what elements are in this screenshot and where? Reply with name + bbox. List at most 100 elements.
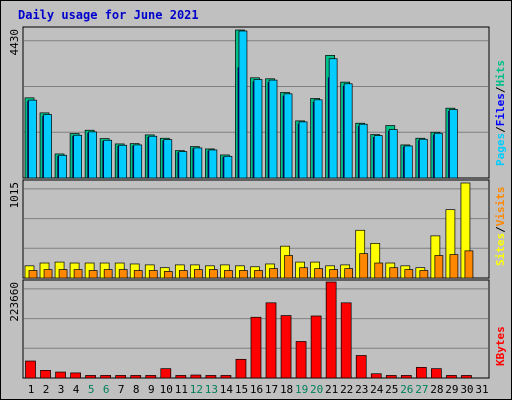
pages-bar-day-10 (163, 139, 173, 179)
pages-bar-day-6 (103, 139, 113, 179)
visits-bar-day-28 (434, 255, 444, 279)
pages-bar-day-15 (238, 30, 248, 179)
x-tick-label-day-2: 2 (43, 383, 50, 396)
pages-bar-day-27 (418, 138, 428, 179)
kbytes-bar-day-28 (431, 368, 442, 379)
panel-3-series-label: KBytes (494, 326, 507, 366)
kbytes-bar-day-27 (415, 367, 427, 379)
visits-bar-day-21 (329, 269, 338, 279)
chart-title: Daily usage for June 2021 (18, 8, 199, 22)
x-tick-label-day-18: 18 (280, 383, 293, 396)
pages-bar-day-22 (343, 83, 353, 179)
visits-bar-day-22 (344, 268, 354, 279)
x-tick-label-day-16: 16 (250, 383, 263, 396)
visits-bar-day-10 (163, 271, 173, 279)
kbytes-bar-day-25 (385, 375, 397, 379)
series-label-part: KBytes (494, 326, 507, 366)
series-label-part: / (494, 126, 507, 133)
series-label-part: / (494, 86, 507, 93)
panel-3-max-label: 223660 (8, 282, 21, 322)
kbytes-bar-day-21 (325, 281, 337, 379)
pages-bar-day-29 (449, 109, 458, 179)
kbytes-bar-day-8 (130, 375, 142, 379)
pages-bar-day-16 (253, 79, 263, 179)
visits-bar-day-25 (389, 267, 399, 279)
x-tick-label-day-13: 13 (205, 383, 218, 396)
visits-bar-day-27 (419, 270, 429, 279)
x-tick-label-day-15: 15 (235, 383, 248, 396)
visits-bar-day-20 (314, 268, 323, 279)
pages-bar-day-13 (208, 149, 218, 179)
visits-bar-day-12 (194, 269, 203, 279)
x-tick-label-day-23: 23 (355, 383, 368, 396)
visits-bar-day-6 (103, 269, 113, 279)
kbytes-bar-day-6 (100, 375, 112, 379)
pages-bar-day-2 (43, 114, 52, 179)
x-tick-label-day-19: 19 (295, 383, 308, 396)
kbytes-bar-day-10 (160, 368, 172, 379)
pages-bar-day-4 (73, 134, 82, 179)
visits-bar-day-1 (28, 270, 38, 279)
pages-bar-day-5 (88, 131, 97, 179)
pages-bar-day-20 (313, 99, 323, 179)
visits-bar-day-24 (374, 262, 384, 279)
visits-bar-day-16 (254, 270, 263, 279)
kbytes-bar-day-19 (295, 341, 307, 379)
kbytes-bar-day-26 (400, 375, 412, 379)
pages-bar-day-26 (403, 145, 413, 179)
panel-1-max-label: 4430 (8, 29, 21, 56)
series-label-part: Files (494, 93, 507, 126)
visits-bar-day-13 (209, 269, 218, 279)
x-tick-label-day-7: 7 (118, 383, 125, 396)
pages-bar-day-19 (298, 121, 308, 179)
x-tick-label-day-14: 14 (220, 383, 234, 396)
kbytes-bar-day-30 (461, 375, 472, 379)
kbytes-bar-day-14 (220, 375, 232, 379)
visits-bar-day-29 (449, 254, 459, 279)
pages-bar-day-24 (373, 135, 383, 179)
pages-bar-day-12 (193, 147, 203, 179)
x-tick-label-day-5: 5 (88, 383, 95, 396)
series-label-part: Visits (494, 187, 507, 227)
x-tick-label-day-4: 4 (73, 383, 80, 396)
kbytes-bar-day-5 (85, 375, 96, 379)
series-label-part: / (494, 226, 507, 233)
visits-bar-day-9 (148, 270, 158, 279)
x-tick-label-day-28: 28 (430, 383, 443, 396)
pages-bar-day-9 (148, 135, 158, 179)
pages-bar-day-21 (328, 58, 338, 179)
pages-bar-day-3 (58, 154, 67, 179)
panel-1-series-label: Pages/Files/Hits (494, 60, 507, 166)
visits-bar-day-18 (284, 255, 293, 279)
x-tick-label-day-26: 26 (400, 383, 413, 396)
visits-bar-day-14 (224, 270, 233, 279)
x-tick-label-day-1: 1 (28, 383, 35, 396)
visits-bar-day-8 (133, 270, 143, 279)
pages-bar-day-23 (358, 123, 368, 179)
kbytes-bar-day-20 (310, 315, 322, 379)
visits-bar-day-26 (404, 269, 414, 279)
x-tick-label-day-29: 29 (445, 383, 458, 396)
pages-bar-day-25 (388, 129, 398, 179)
x-tick-label-day-10: 10 (160, 383, 173, 396)
kbytes-bar-day-1 (25, 360, 36, 379)
x-tick-label-day-9: 9 (148, 383, 155, 396)
kbytes-bar-day-18 (280, 315, 292, 379)
visits-bar-day-30 (464, 250, 474, 279)
pages-bar-day-11 (178, 151, 188, 179)
kbytes-bar-day-4 (70, 372, 81, 379)
visits-bar-day-7 (118, 269, 128, 279)
panel-2-max-label: 1015 (8, 182, 21, 209)
visits-bar-day-19 (299, 267, 308, 279)
visits-bar-day-5 (88, 270, 98, 279)
x-tick-label-day-3: 3 (58, 383, 65, 396)
visits-bar-day-15 (239, 270, 248, 279)
pages-bar-day-1 (28, 99, 37, 179)
kbytes-bar-day-3 (55, 371, 66, 379)
x-tick-label-day-31: 31 (475, 383, 488, 396)
kbytes-bar-day-17 (265, 302, 277, 379)
x-tick-label-day-25: 25 (385, 383, 398, 396)
visits-bar-day-4 (73, 269, 83, 279)
visits-bar-day-2 (43, 269, 53, 279)
